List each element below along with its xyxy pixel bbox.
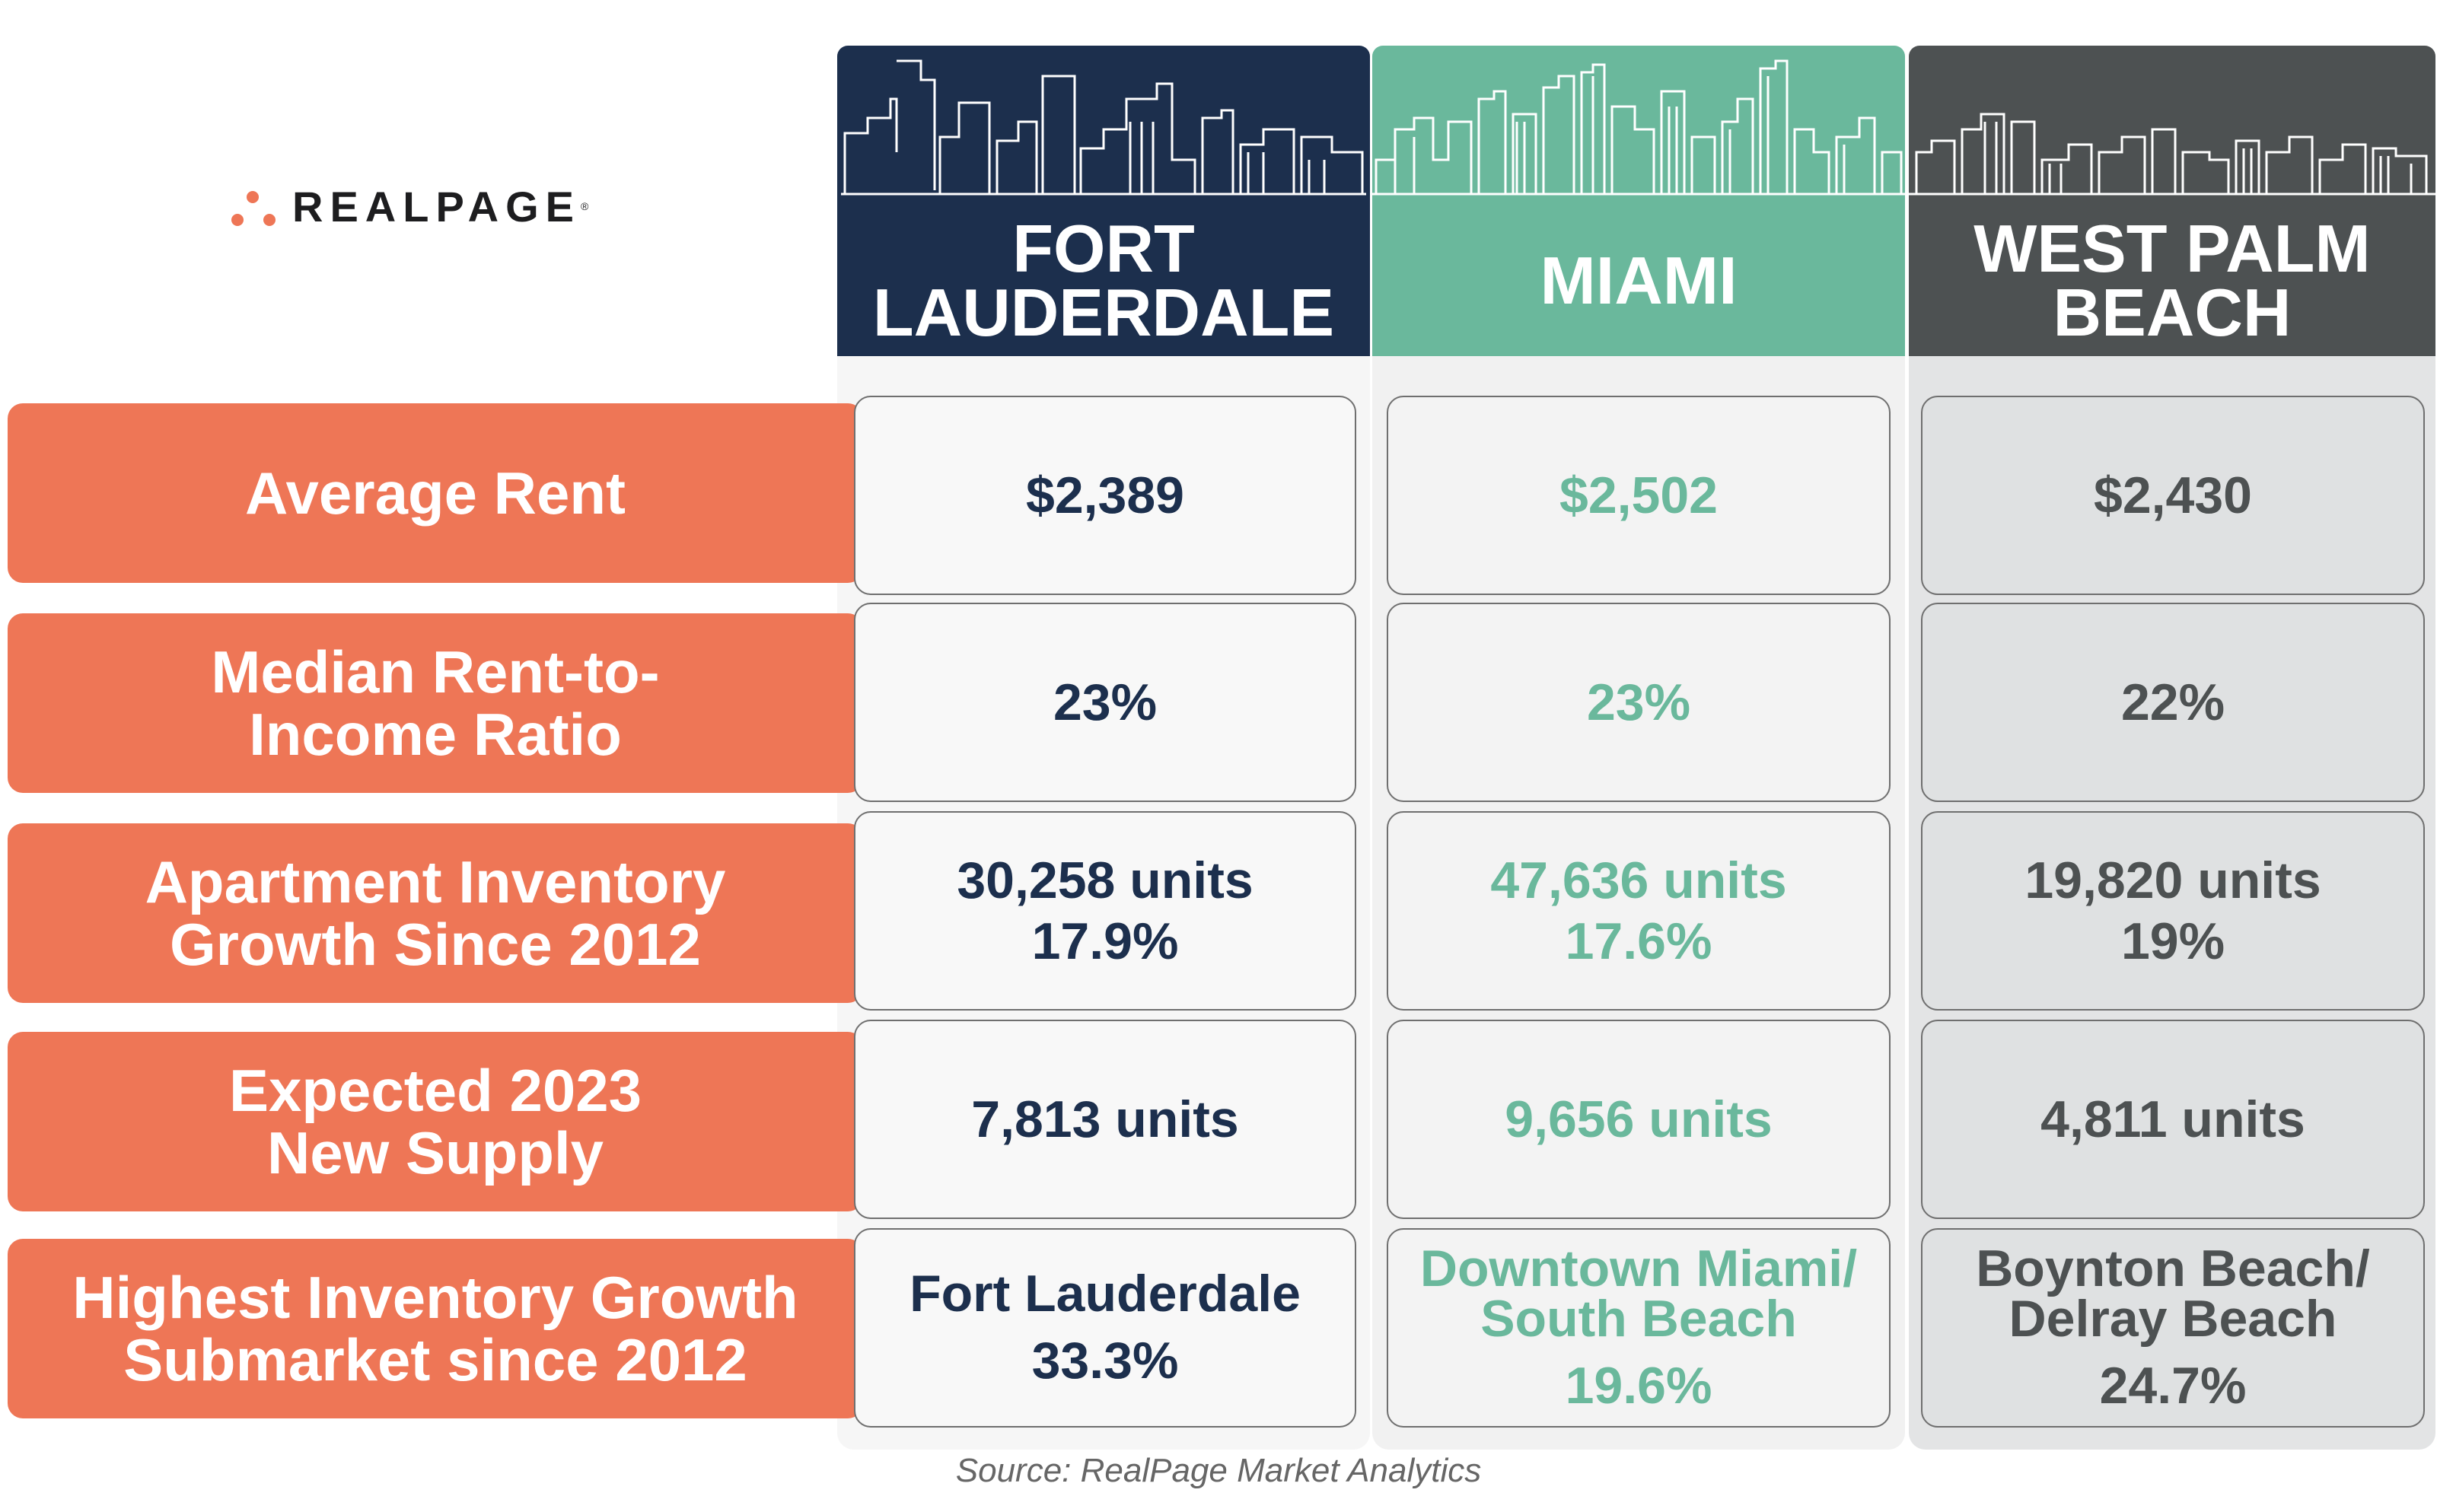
cell-average-rent-west-palm-beach: $2,430 — [1921, 396, 2425, 595]
submarket-growth: 33.3% — [1031, 1332, 1179, 1389]
submarket-growth: 19.6% — [1565, 1357, 1712, 1415]
cell-new-supply-fort-lauderdale: 7,813 units — [854, 1020, 1356, 1219]
submarket-name: Downtown Miami/ South Beach — [1419, 1240, 1858, 1348]
submarket-name: Boynton Beach/ Delray Beach — [1976, 1240, 2370, 1348]
row-label-average-rent: Average Rent — [8, 403, 863, 583]
fort-lauderdale-header: FORT LAUDERDALE — [837, 46, 1370, 356]
miami-header: MIAMI — [1372, 46, 1905, 356]
row-label-inventory-growth: Apartment Inventory Growth Since 2012 — [8, 823, 863, 1003]
skyline-icon — [841, 59, 1366, 196]
realpage-dots-icon — [228, 183, 282, 229]
cell-top-submarket-miami: Downtown Miami/ South Beach 19.6% — [1387, 1228, 1891, 1428]
skyline-icon — [1909, 113, 2435, 196]
cell-rent-to-income-miami: 23% — [1387, 603, 1891, 802]
cell-rent-to-income-fort-lauderdale: 23% — [854, 603, 1356, 802]
cell-inventory-growth-west-palm-beach: 19,820 units 19% — [1921, 811, 2425, 1011]
logo-registered-mark: ® — [581, 200, 589, 212]
fort-lauderdale-title: FORT LAUDERDALE — [872, 211, 1335, 350]
cell-top-submarket-west-palm-beach: Boynton Beach/ Delray Beach 24.7% — [1921, 1228, 2425, 1428]
west-palm-beach-title: WEST PALM BEACH — [1973, 211, 2371, 350]
row-label-rent-to-income: Median Rent-to- Income Ratio — [8, 613, 863, 793]
cell-average-rent-miami: $2,502 — [1387, 396, 1891, 595]
realpage-logo: REALPAGE ® — [228, 180, 588, 233]
cell-new-supply-miami: 9,656 units — [1387, 1020, 1891, 1219]
skyline-icon — [1372, 59, 1905, 196]
cell-inventory-growth-fort-lauderdale: 30,258 units 17.9% — [854, 811, 1356, 1011]
row-label-new-supply: Expected 2023 New Supply — [8, 1032, 863, 1211]
source-note: Source: RealPage Market Analytics — [955, 1452, 1482, 1489]
west-palm-beach-header: WEST PALM BEACH — [1909, 46, 2435, 356]
submarket-name: Fort Lauderdale — [909, 1265, 1301, 1323]
cell-average-rent-fort-lauderdale: $2,389 — [854, 396, 1356, 595]
cell-inventory-growth-miami: 47,636 units 17.6% — [1387, 811, 1891, 1011]
cell-top-submarket-fort-lauderdale: Fort Lauderdale 33.3% — [854, 1228, 1356, 1428]
submarket-growth: 24.7% — [2099, 1357, 2247, 1415]
cell-new-supply-west-palm-beach: 4,811 units — [1921, 1020, 2425, 1219]
row-label-top-submarket: Highest Inventory Growth Submarket since… — [8, 1239, 863, 1418]
miami-title: MIAMI — [1540, 243, 1738, 318]
logo-wordmark: REALPAGE — [292, 182, 581, 231]
cell-rent-to-income-west-palm-beach: 22% — [1921, 603, 2425, 802]
